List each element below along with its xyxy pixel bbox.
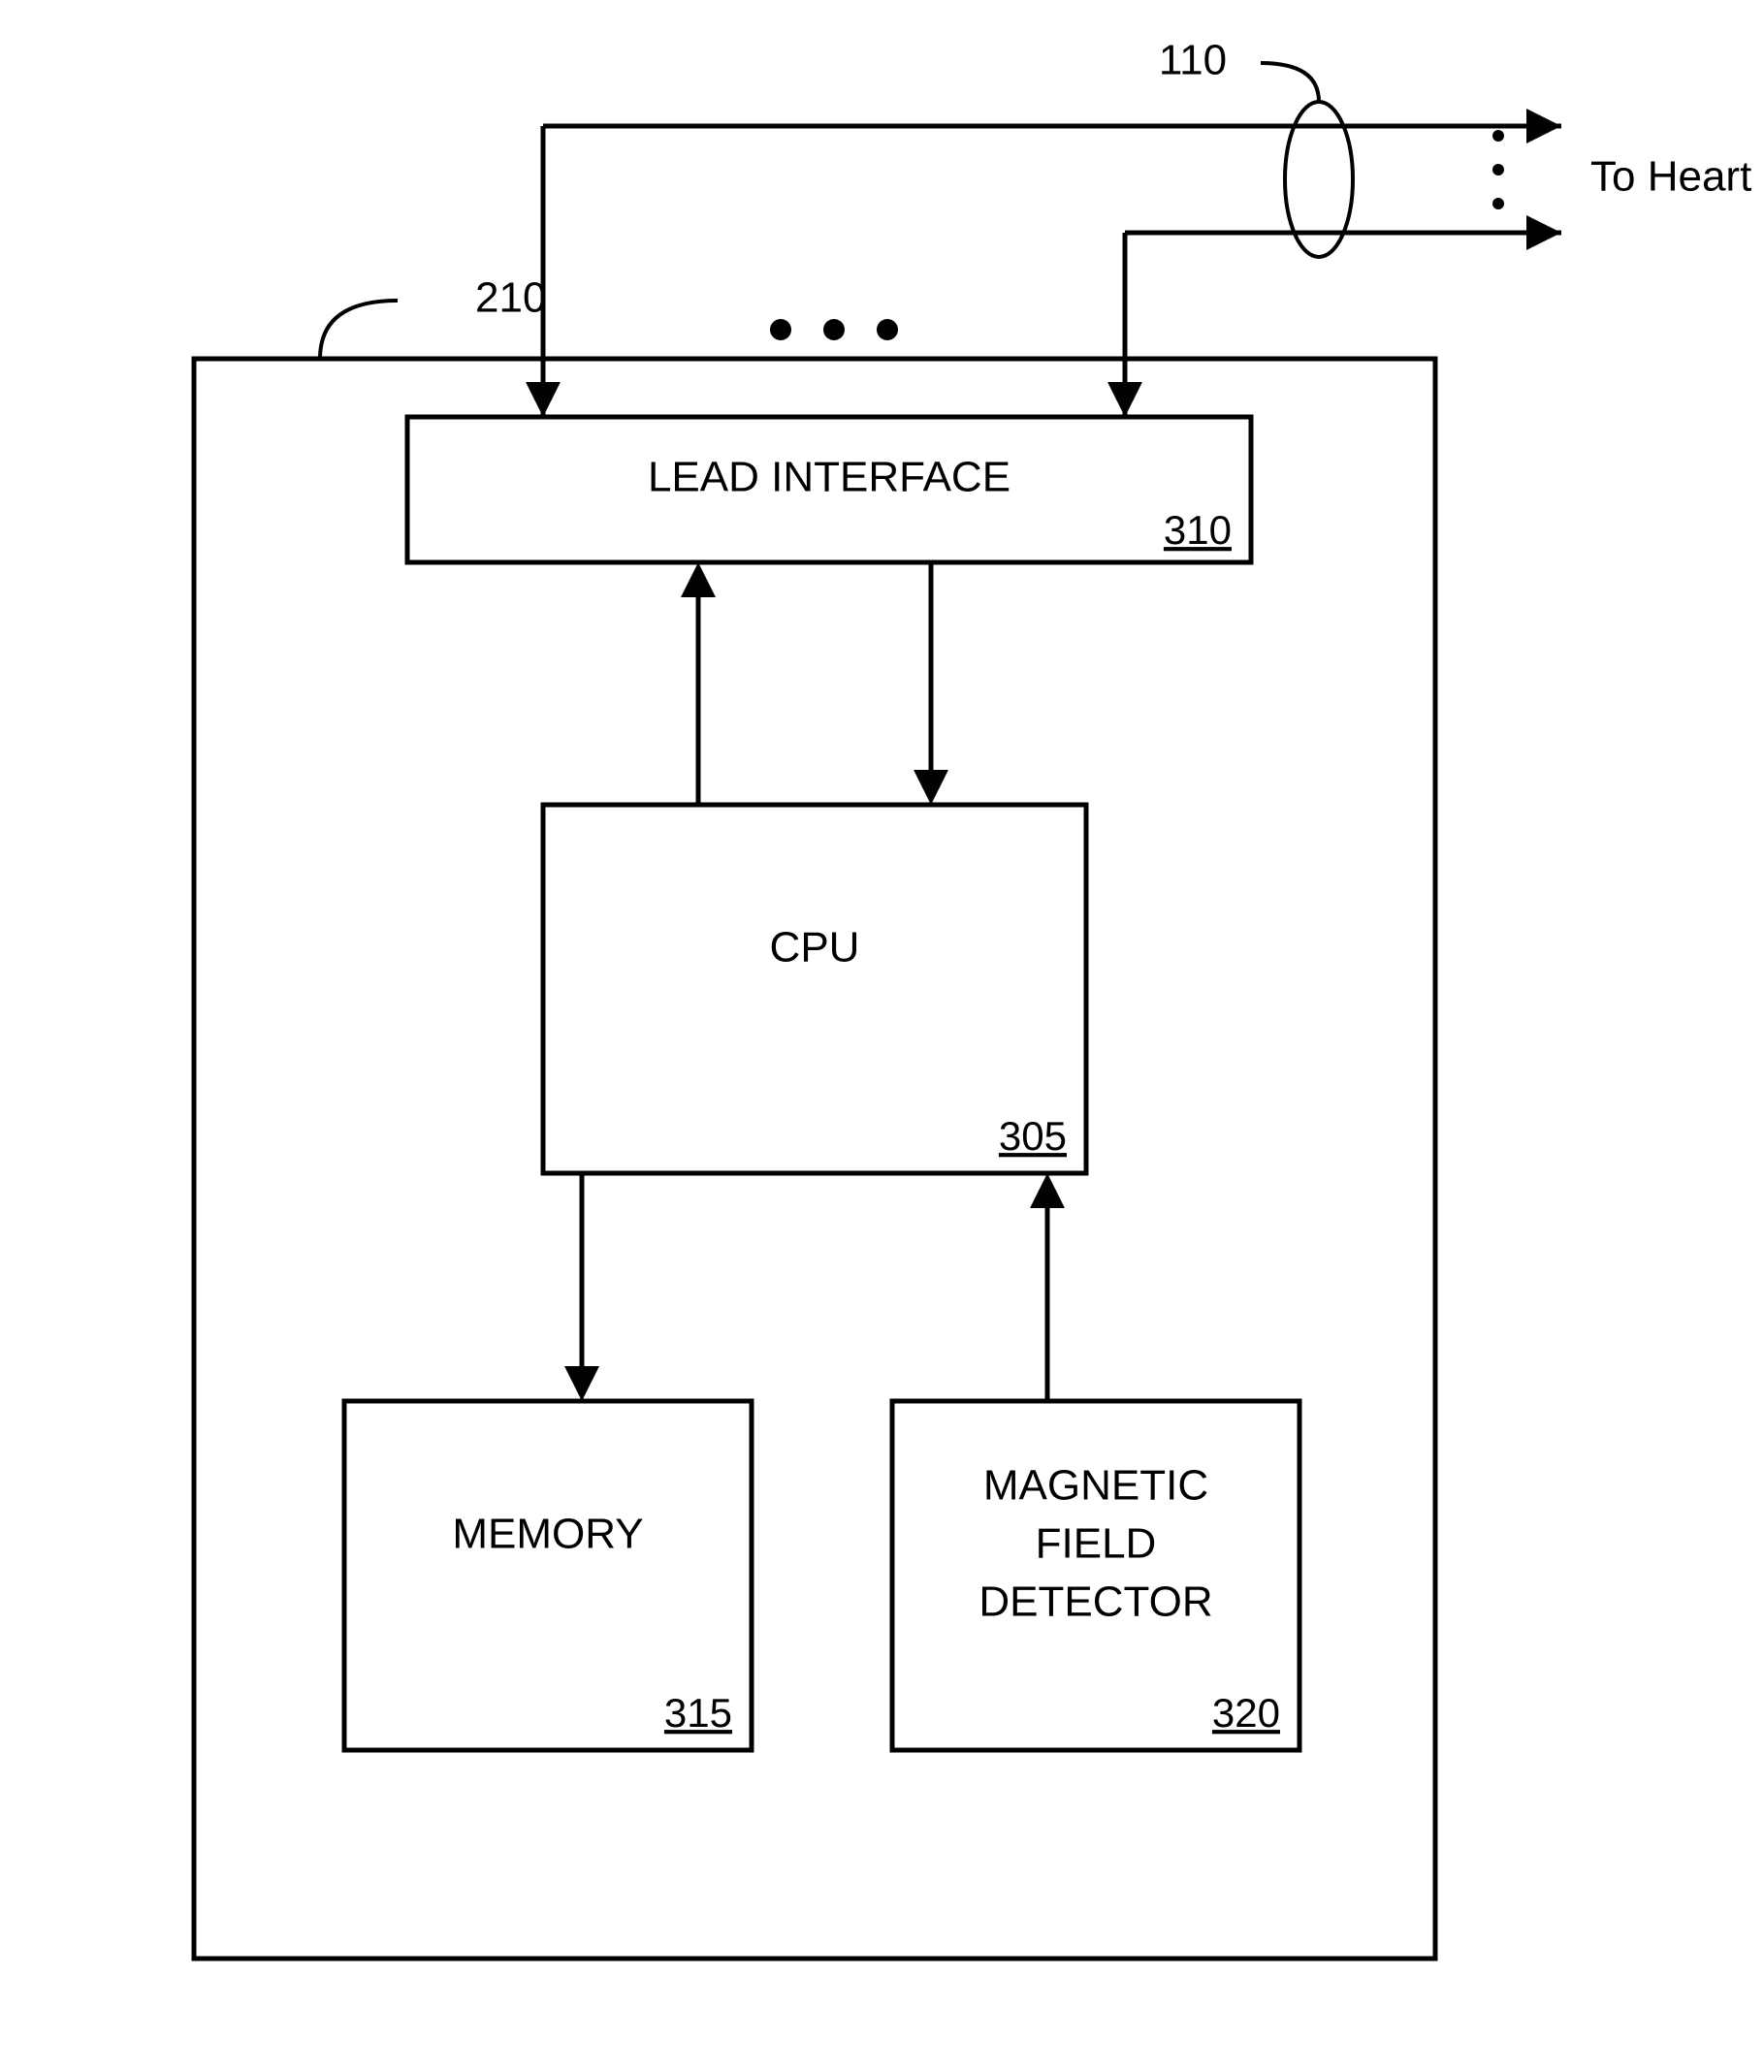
memory-ref: 315: [664, 1690, 732, 1736]
cpu-to-li-arrow: [681, 562, 716, 597]
out-top-arrow: [1526, 109, 1561, 143]
mfd-line1: MAGNETIC: [983, 1462, 1208, 1510]
out-bot-arrow: [1526, 215, 1561, 250]
ellipsis-dot: [770, 319, 791, 340]
lead-right-arrow: [1107, 382, 1142, 417]
lead-interface-ref: 310: [1164, 507, 1232, 553]
ellipsis-dot: [1492, 130, 1504, 142]
mfd-ref: 320: [1212, 1690, 1280, 1736]
to-heart-label: To Heart 112: [1590, 153, 1764, 201]
lead-interface-title: LEAD INTERFACE: [648, 454, 1010, 501]
cpu-to-memory-arrow: [564, 1366, 599, 1401]
cpu-title: CPU: [770, 924, 860, 972]
mfd-line3: DETECTOR: [978, 1578, 1212, 1626]
ellipsis-dot: [1492, 164, 1504, 175]
lead-left-arrow: [526, 382, 561, 417]
ellipsis-dot: [1492, 198, 1504, 209]
memory-title: MEMORY: [452, 1511, 643, 1558]
cpu-ref: 305: [999, 1113, 1067, 1159]
ellipsis-dot: [877, 319, 898, 340]
enclosure-ref-leader: [320, 301, 398, 359]
li-to-cpu-arrow: [914, 770, 948, 805]
mfd-line2: FIELD: [1036, 1520, 1157, 1568]
ellipsis-dot: [823, 319, 845, 340]
bundle-ref-leader: [1261, 63, 1319, 102]
mfd-to-cpu-arrow: [1030, 1173, 1065, 1208]
enclosure-ref: 210: [475, 274, 546, 322]
bundle-ref: 110: [1159, 37, 1227, 84]
